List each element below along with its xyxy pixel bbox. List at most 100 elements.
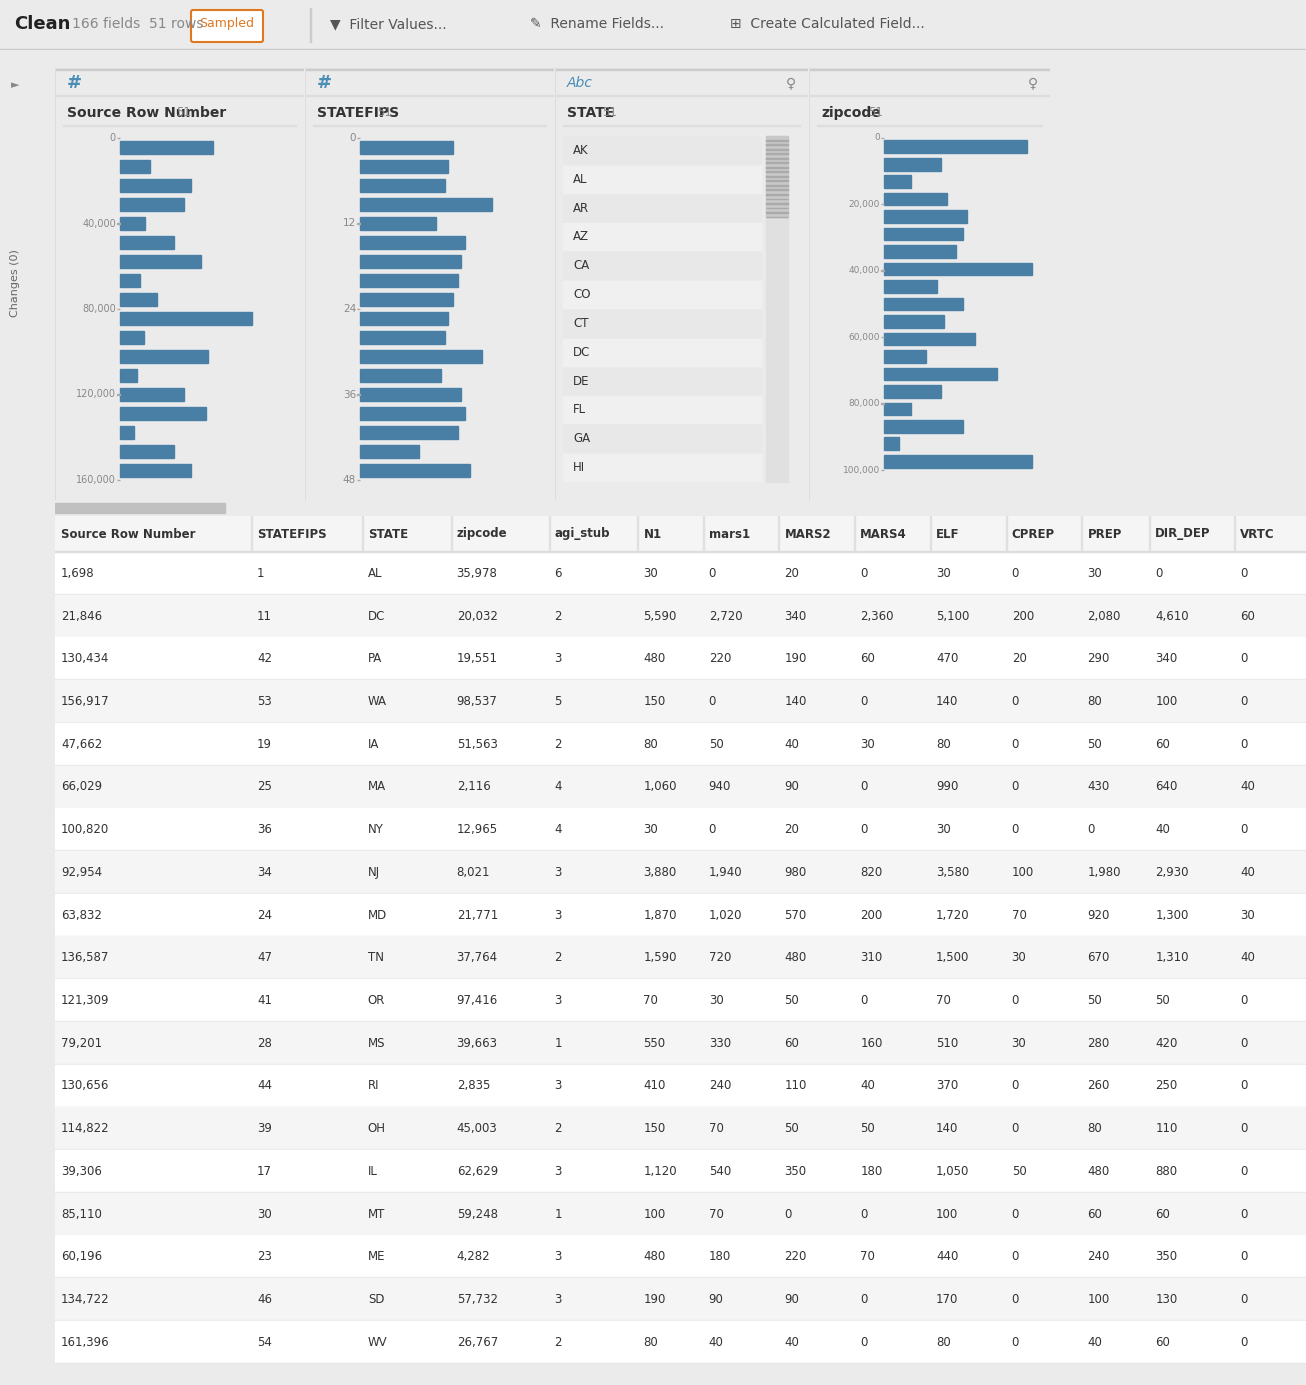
- Text: 280: 280: [1088, 1037, 1110, 1050]
- Text: 0: 0: [861, 823, 867, 837]
- Bar: [360, 179, 444, 193]
- Text: 0: 0: [874, 133, 880, 143]
- Text: 0: 0: [1241, 1037, 1247, 1050]
- Text: 21,846: 21,846: [61, 609, 102, 623]
- Bar: [120, 331, 144, 345]
- Text: IA: IA: [368, 738, 379, 751]
- Text: 60: 60: [1156, 1335, 1170, 1349]
- Text: 53: 53: [257, 695, 272, 708]
- Text: 80: 80: [1088, 695, 1102, 708]
- Text: 0: 0: [1012, 823, 1019, 837]
- Bar: [55, 1278, 1306, 1321]
- Text: 156,917: 156,917: [61, 695, 110, 708]
- Text: 36: 36: [257, 823, 272, 837]
- Text: 57,732: 57,732: [457, 1294, 498, 1306]
- Text: MARS4: MARS4: [861, 528, 906, 540]
- Text: 41: 41: [257, 994, 272, 1007]
- Text: 3,880: 3,880: [644, 866, 677, 879]
- Text: 100: 100: [644, 1208, 666, 1220]
- Text: 670: 670: [1088, 951, 1110, 964]
- Text: 510: 510: [936, 1037, 959, 1050]
- Text: 2: 2: [555, 951, 562, 964]
- Text: ▼  Filter Values...: ▼ Filter Values...: [330, 17, 447, 30]
- Text: 51: 51: [377, 107, 392, 119]
- Bar: [55, 68, 304, 71]
- Text: 0: 0: [1012, 566, 1019, 580]
- Text: 3,580: 3,580: [936, 866, 969, 879]
- Text: 90: 90: [785, 1294, 799, 1306]
- Bar: [55, 766, 1306, 809]
- Text: 63,832: 63,832: [61, 909, 102, 921]
- Text: 40: 40: [1241, 951, 1255, 964]
- Text: 40: 40: [1241, 781, 1255, 794]
- Bar: [120, 235, 174, 249]
- Text: DC: DC: [573, 346, 590, 359]
- Bar: [120, 464, 191, 478]
- Text: 980: 980: [785, 866, 807, 879]
- Text: 1,060: 1,060: [644, 781, 677, 794]
- Text: ♀: ♀: [786, 76, 795, 90]
- Text: 48: 48: [342, 475, 357, 485]
- Text: 60: 60: [1156, 1208, 1170, 1220]
- Text: 0: 0: [1241, 1335, 1247, 1349]
- Text: 0: 0: [1241, 1294, 1247, 1306]
- Text: 4: 4: [555, 823, 562, 837]
- Text: AL: AL: [573, 173, 588, 186]
- Text: 100: 100: [936, 1208, 959, 1220]
- Text: 50: 50: [1156, 994, 1170, 1007]
- Text: 2: 2: [555, 1335, 562, 1349]
- Bar: [55, 1321, 1306, 1364]
- Text: 2: 2: [555, 609, 562, 623]
- Text: STATEFIPS: STATEFIPS: [317, 107, 400, 120]
- Text: 1,940: 1,940: [709, 866, 742, 879]
- Text: 110: 110: [1156, 1122, 1178, 1136]
- Text: 17: 17: [257, 1165, 272, 1177]
- Text: 250: 250: [1156, 1079, 1178, 1093]
- Text: 40,000: 40,000: [82, 219, 116, 229]
- Text: FL: FL: [573, 403, 586, 417]
- Text: WV: WV: [368, 1335, 388, 1349]
- Bar: [563, 252, 761, 280]
- Text: 136,587: 136,587: [61, 951, 110, 964]
- Text: 1,120: 1,120: [644, 1165, 677, 1177]
- Text: CPREP: CPREP: [1012, 528, 1055, 540]
- Text: 150: 150: [644, 695, 666, 708]
- Bar: [55, 850, 1306, 893]
- Text: 100: 100: [1012, 866, 1034, 879]
- Text: NY: NY: [368, 823, 384, 837]
- Bar: [884, 420, 963, 432]
- Text: 0: 0: [1012, 1079, 1019, 1093]
- Text: 200: 200: [1012, 609, 1034, 623]
- Text: 5,100: 5,100: [936, 609, 969, 623]
- Text: ⊞  Create Calculated Field...: ⊞ Create Calculated Field...: [730, 17, 925, 30]
- Text: MA: MA: [368, 781, 387, 794]
- Text: 540: 540: [709, 1165, 731, 1177]
- Text: 0: 0: [1241, 1079, 1247, 1093]
- Text: 370: 370: [936, 1079, 959, 1093]
- Bar: [120, 425, 133, 439]
- Text: AZ: AZ: [573, 230, 589, 244]
- Bar: [884, 140, 1028, 152]
- Text: 440: 440: [936, 1251, 959, 1263]
- Bar: [120, 179, 191, 193]
- Text: 0: 0: [1241, 1208, 1247, 1220]
- Bar: [884, 350, 926, 363]
- Text: 920: 920: [1088, 909, 1110, 921]
- Text: 4,282: 4,282: [457, 1251, 490, 1263]
- Text: 39,663: 39,663: [457, 1037, 498, 1050]
- Text: 0: 0: [861, 1294, 867, 1306]
- Text: AL: AL: [368, 566, 383, 580]
- Text: 30: 30: [709, 994, 724, 1007]
- Bar: [360, 445, 419, 458]
- Text: 70: 70: [1012, 909, 1027, 921]
- Text: agi_stub: agi_stub: [555, 528, 610, 540]
- Text: Source Row Number: Source Row Number: [67, 107, 226, 120]
- Text: 30: 30: [861, 738, 875, 751]
- Text: Changes (0): Changes (0): [10, 249, 20, 317]
- Text: 340: 340: [785, 609, 807, 623]
- Text: 50: 50: [1088, 994, 1102, 1007]
- Text: 2: 2: [555, 1122, 562, 1136]
- Bar: [120, 159, 150, 173]
- Text: TN: TN: [368, 951, 384, 964]
- Bar: [884, 316, 944, 328]
